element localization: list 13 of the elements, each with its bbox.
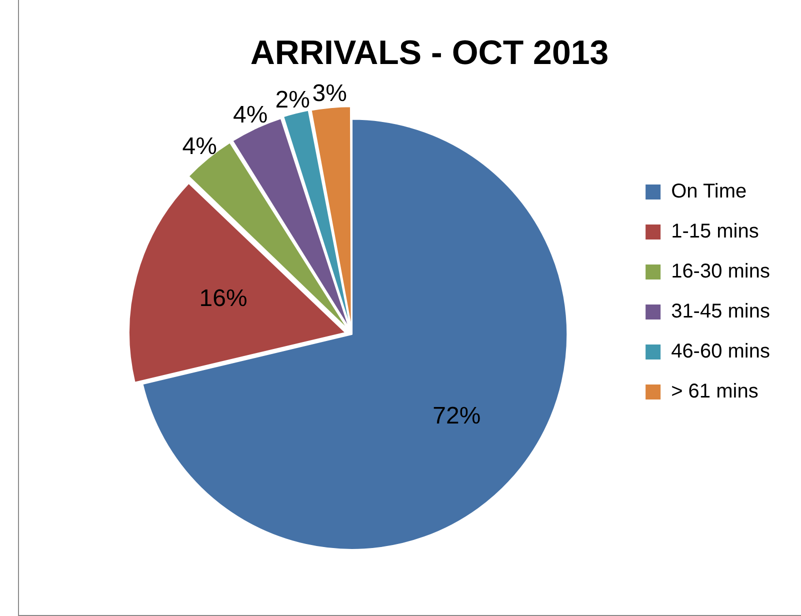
legend-label: 31-45 mins (671, 300, 770, 323)
data-label: 4% (182, 133, 217, 160)
data-label: 72% (432, 402, 481, 430)
data-label: 2% (275, 86, 310, 114)
legend-label: 16-30 mins (671, 260, 770, 283)
legend-label: 46-60 mins (671, 340, 770, 363)
data-label: 3% (312, 80, 347, 107)
legend-label: > 61 mins (671, 380, 758, 403)
data-label: 4% (232, 101, 268, 128)
legend-label: On Time (671, 180, 747, 203)
chart-title: ARRIVALS - OCT 2013 (250, 34, 609, 72)
legend-label: 1-15 mins (671, 220, 759, 243)
data-label: 16% (199, 285, 248, 312)
